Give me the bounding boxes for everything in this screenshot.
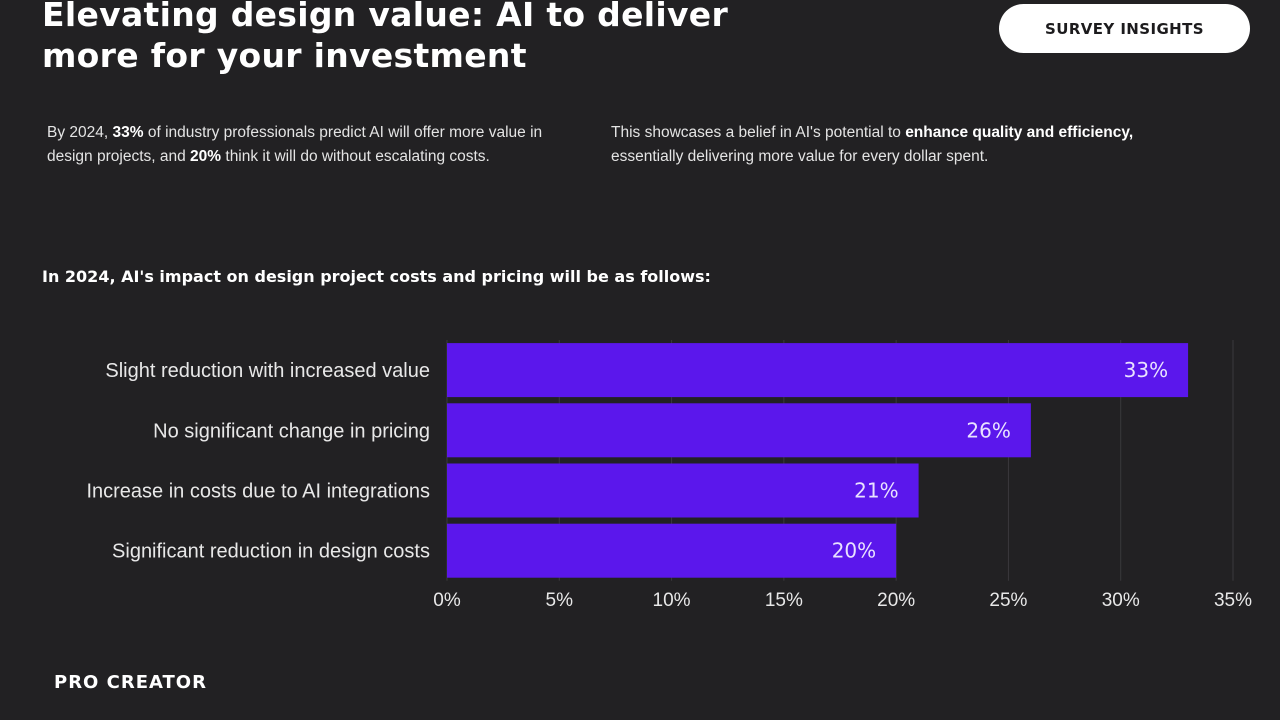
bar-chart: 0% 5% 10% 15% 20% 25% 30% 35% Slight reduction w…	[0, 320, 1280, 620]
survey-insights-badge: SURVEY INSIGHTS	[999, 4, 1250, 53]
intro-left-segment: of industry professionals predict AI wil…	[47, 124, 543, 165]
intro-right-segment: essentially delivering more value for ev…	[611, 147, 989, 165]
intro-right-segment: enhance quality and efficiency,	[905, 124, 1134, 141]
intro-left-segment: 20%	[190, 147, 222, 165]
brand-logo-text: PRO CREATOR	[54, 672, 207, 693]
intro-paragraph-right: This showcases a belief in AI's potentia…	[611, 121, 1151, 168]
x-tick-label: 35%	[1214, 590, 1252, 611]
x-tick-label: 25%	[989, 590, 1027, 611]
bar	[447, 523, 897, 578]
bar-value-label: 33%	[1124, 358, 1168, 382]
bar-value-label: 21%	[854, 479, 898, 503]
bar	[447, 343, 1189, 398]
page-title: Elevating design value: AI to deliver mo…	[42, 0, 942, 76]
bar-value-label: 26%	[966, 418, 1010, 442]
category-label: No significant change in pricing	[153, 420, 430, 442]
title-line-2: more for your investment	[42, 36, 527, 75]
chart-svg: 0% 5% 10% 15% 20% 25% 30% 35% Slight reduction w…	[86, 340, 1252, 611]
intro-right-segment: This showcases a belief in AI's potentia…	[611, 124, 906, 141]
bar-value-label: 20%	[832, 539, 876, 563]
intro-left-segment: think it will do without escalating cost…	[221, 147, 490, 165]
x-tick-label: 30%	[1102, 590, 1140, 611]
category-label: Increase in costs due to AI integrations	[86, 481, 430, 503]
x-tick-label: 0%	[433, 590, 461, 611]
bars	[447, 343, 1189, 578]
intro-paragraph-left: By 2024, 33% of industry professionals p…	[47, 121, 567, 168]
bar	[447, 463, 919, 518]
category-label: Significant reduction in design costs	[112, 541, 430, 563]
intro-left-segment: By 2024,	[47, 124, 113, 141]
bar	[447, 403, 1031, 458]
x-tick-label: 5%	[546, 590, 574, 611]
x-tick-label: 10%	[653, 590, 691, 611]
x-tick-label: 20%	[877, 590, 915, 611]
intro-left-segment: 33%	[112, 124, 144, 141]
category-label: Slight reduction with increased value	[105, 360, 430, 382]
title-line-1: Elevating design value: AI to deliver	[42, 0, 729, 34]
labels: 0% 5% 10% 15% 20% 25% 30% 35% Slight reduction w…	[86, 358, 1252, 611]
x-tick-label: 15%	[765, 590, 803, 611]
chart-heading: In 2024, AI's impact on design project c…	[42, 267, 711, 286]
